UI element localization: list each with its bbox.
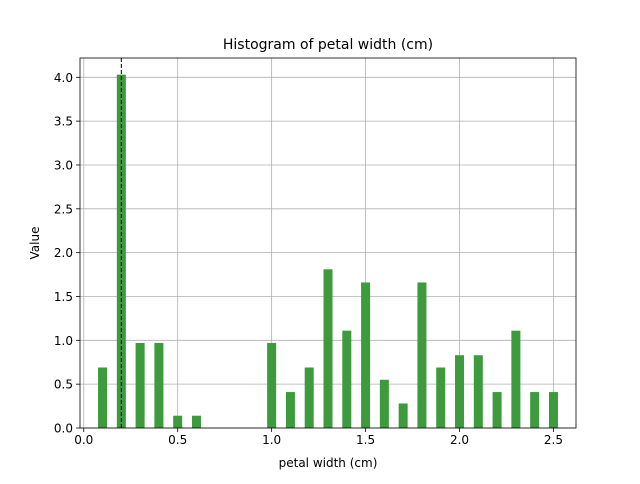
x-axis-ticks: 0.0 0.5 1.0 1.5 2.0 2.5 <box>74 428 563 447</box>
histogram-bar <box>379 379 389 428</box>
histogram-bar <box>323 269 333 428</box>
histogram-bar <box>361 282 371 428</box>
y-tick-label: 3.5 <box>54 115 73 129</box>
x-tick-label: 1.5 <box>356 433 375 447</box>
grid-lines <box>80 58 576 429</box>
y-tick-label: 1.5 <box>54 290 73 304</box>
histogram-bar <box>285 392 295 428</box>
x-tick-label: 1.0 <box>262 433 281 447</box>
y-tick-label: 1.0 <box>54 334 73 348</box>
histogram-bar <box>267 342 277 428</box>
histogram-bar <box>511 330 521 428</box>
y-tick-label: 2.5 <box>54 202 73 216</box>
histogram-bar <box>173 415 183 428</box>
histogram-bar <box>191 415 201 428</box>
histogram-bar <box>436 367 446 428</box>
x-axis-label: petal width (cm) <box>279 456 378 470</box>
histogram-bar <box>135 342 145 428</box>
histogram-bar <box>398 403 408 428</box>
histogram-bar <box>455 355 465 428</box>
histogram-bar <box>417 282 427 428</box>
plot-frame <box>79 57 577 429</box>
histogram-bar <box>98 367 108 428</box>
histogram-bar <box>342 330 352 428</box>
histogram-bar <box>473 355 483 428</box>
chart-title: Histogram of petal width (cm) <box>223 37 433 53</box>
y-tick-label: 0.5 <box>54 378 73 392</box>
y-axis-ticks: 0.0 0.5 1.0 1.5 2.0 2.5 3.0 3.5 4.0 <box>54 71 80 436</box>
x-tick-label: 0.5 <box>168 433 187 447</box>
y-axis-label: Value <box>28 227 42 260</box>
x-tick-label: 2.5 <box>544 433 563 447</box>
histogram-bar <box>530 392 540 428</box>
y-tick-label: 0.0 <box>54 422 73 436</box>
histogram-bar <box>548 392 558 428</box>
histogram-bar <box>304 367 314 428</box>
histogram-bar <box>492 392 502 428</box>
histogram-bar <box>154 342 164 428</box>
x-tick-label: 2.0 <box>450 433 469 447</box>
x-tick-label: 0.0 <box>74 433 93 447</box>
y-tick-label: 3.0 <box>54 158 73 172</box>
y-tick-label: 2.0 <box>54 246 73 260</box>
y-tick-label: 4.0 <box>54 71 73 85</box>
